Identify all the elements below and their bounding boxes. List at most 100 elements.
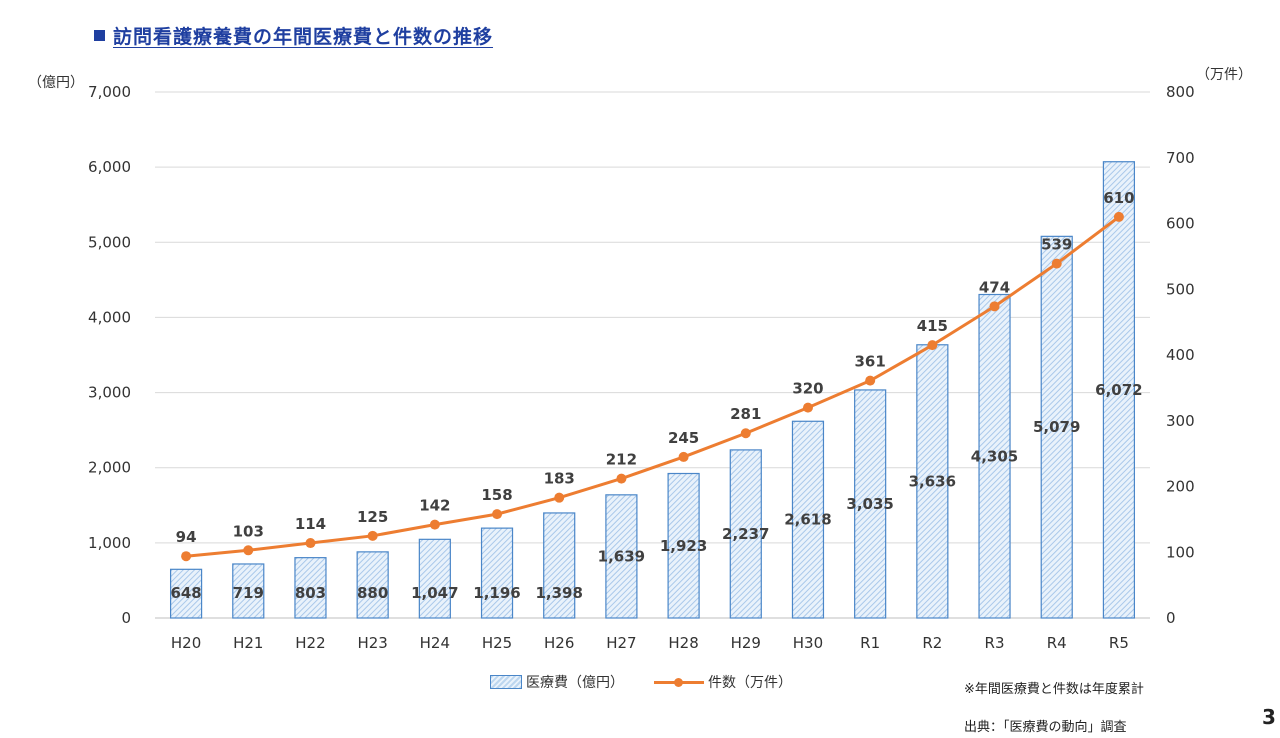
bar-data-label: 880 [357, 584, 388, 602]
line-point [554, 492, 565, 503]
line-data-label: 610 [1103, 189, 1134, 207]
bar-data-label: 803 [295, 584, 326, 602]
line-point [367, 530, 378, 541]
bar [729, 449, 762, 619]
right-axis-tick-label: 300 [1166, 412, 1195, 430]
line-point [492, 509, 503, 520]
bar [294, 557, 327, 619]
bar-data-label: 1,923 [660, 537, 707, 555]
bar [978, 293, 1011, 619]
bar [418, 538, 451, 619]
bar [854, 389, 887, 619]
line-point [616, 473, 627, 484]
bar [605, 494, 638, 619]
left-axis-tick-label: 0 [121, 609, 131, 627]
bar-data-label: 6,072 [1095, 381, 1142, 399]
right-axis-tick-label: 600 [1166, 215, 1195, 233]
chart-legend: 医療費（億円） 件数（万件） [490, 672, 792, 692]
bar-data-label: 648 [170, 584, 201, 602]
page-title-text: 訪問看護療養費の年間医療費と件数の推移 [113, 26, 494, 48]
bar-data-label: 1,398 [535, 584, 582, 602]
bar [543, 512, 576, 619]
x-axis-tick-label: H22 [295, 634, 325, 652]
bar-data-label: 1,047 [411, 584, 458, 602]
x-axis-tick-label: H26 [544, 634, 574, 652]
bar [791, 420, 825, 619]
x-axis-tick-label: R1 [860, 634, 880, 652]
chart-note: ※年間医療費と件数は年度累計 [964, 682, 1144, 697]
line-data-label: 415 [917, 317, 948, 335]
bar-data-label: 1,196 [473, 584, 520, 602]
line-point [678, 451, 689, 462]
line-point [1113, 211, 1124, 222]
bar [356, 551, 389, 619]
bar-data-label: 4,305 [971, 447, 1018, 465]
left-axis-tick-label: 6,000 [88, 158, 131, 176]
bar-data-label: 3,636 [909, 472, 956, 490]
line-point [802, 402, 813, 413]
line-data-label: 114 [295, 515, 326, 533]
bar-data-label: 2,237 [722, 525, 769, 543]
x-axis-tick-label: R5 [1109, 634, 1129, 652]
line-point [1051, 258, 1062, 269]
right-axis-tick-label: 0 [1166, 609, 1176, 627]
line-point [927, 340, 938, 351]
x-axis-tick-label: H29 [731, 634, 761, 652]
line-data-label: 212 [606, 451, 637, 469]
line-data-label: 245 [668, 429, 699, 447]
x-axis-tick-label: R4 [1047, 634, 1067, 652]
left-axis-unit: （億円） [28, 75, 84, 91]
line-point [429, 519, 440, 530]
line-point [865, 375, 876, 386]
x-axis-tick-label: H25 [482, 634, 512, 652]
x-axis-tick-label: R2 [922, 634, 942, 652]
legend-line-label: 件数（万件） [708, 675, 792, 691]
legend-bar-label: 医療費（億円） [526, 675, 624, 691]
left-axis-tick-label: 7,000 [88, 83, 131, 101]
x-axis-tick-label: R3 [985, 634, 1005, 652]
line-data-label: 320 [792, 380, 823, 398]
line-point [740, 428, 751, 439]
left-axis-tick-label: 1,000 [88, 534, 131, 552]
bar [480, 527, 514, 619]
line-data-label: 103 [233, 522, 264, 540]
line-data-label: 539 [1041, 236, 1072, 254]
bar-data-label: 2,618 [784, 511, 831, 529]
legend-line-swatch [654, 676, 704, 688]
x-axis-tick-label: H27 [606, 634, 636, 652]
line-data-label: 158 [481, 486, 512, 504]
line-series [185, 215, 1120, 558]
line-point [181, 551, 192, 562]
bar [169, 568, 203, 619]
left-axis-tick-label: 2,000 [88, 459, 131, 477]
line-data-label: 142 [419, 497, 450, 515]
x-axis-tick-label: H21 [233, 634, 263, 652]
left-axis-tick-label: 4,000 [88, 308, 131, 326]
x-axis-tick-label: H30 [793, 634, 823, 652]
right-axis-tick-label: 100 [1166, 543, 1195, 561]
bar [232, 563, 265, 619]
x-axis-tick-label: H24 [420, 634, 450, 652]
bar [667, 472, 700, 619]
line-data-label: 94 [176, 528, 197, 546]
left-axis-tick-label: 3,000 [88, 384, 131, 402]
right-axis-tick-label: 500 [1166, 280, 1195, 298]
x-axis-tick-label: H20 [171, 634, 201, 652]
x-axis-tick-label: H28 [668, 634, 698, 652]
page-title: 訪問看護療養費の年間医療費と件数の推移 [94, 22, 493, 49]
left-axis-tick-label: 5,000 [88, 233, 131, 251]
bar [1040, 235, 1073, 619]
right-axis-tick-label: 400 [1166, 346, 1195, 364]
legend-bar-swatch [490, 675, 522, 689]
bar-data-label: 5,079 [1033, 418, 1080, 436]
right-axis-tick-label: 200 [1166, 478, 1195, 496]
line-data-label: 183 [544, 470, 575, 488]
page-number: 3 [1262, 705, 1276, 729]
line-data-label: 361 [855, 353, 886, 371]
bar-data-label: 719 [233, 584, 264, 602]
line-point [243, 545, 254, 556]
line-point [305, 538, 316, 549]
bar-data-label: 3,035 [846, 495, 893, 513]
line-data-label: 125 [357, 508, 388, 526]
